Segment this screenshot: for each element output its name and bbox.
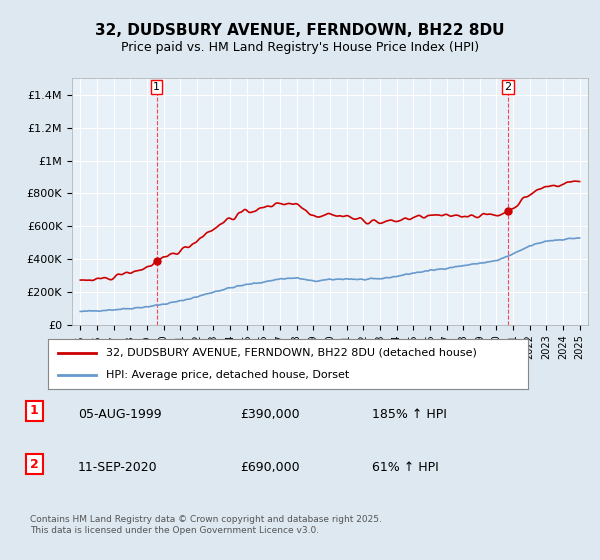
Text: £390,000: £390,000 bbox=[240, 408, 299, 421]
Text: 32, DUDSBURY AVENUE, FERNDOWN, BH22 8DU: 32, DUDSBURY AVENUE, FERNDOWN, BH22 8DU bbox=[95, 24, 505, 38]
Text: HPI: Average price, detached house, Dorset: HPI: Average price, detached house, Dors… bbox=[106, 370, 349, 380]
Text: 1: 1 bbox=[30, 404, 39, 417]
Text: 32, DUDSBURY AVENUE, FERNDOWN, BH22 8DU (detached house): 32, DUDSBURY AVENUE, FERNDOWN, BH22 8DU … bbox=[106, 348, 476, 358]
Text: Contains HM Land Registry data © Crown copyright and database right 2025.
This d: Contains HM Land Registry data © Crown c… bbox=[30, 515, 382, 535]
Text: 2: 2 bbox=[30, 458, 39, 470]
Text: Price paid vs. HM Land Registry's House Price Index (HPI): Price paid vs. HM Land Registry's House … bbox=[121, 41, 479, 54]
Text: 11-SEP-2020: 11-SEP-2020 bbox=[78, 461, 158, 474]
Text: 185% ↑ HPI: 185% ↑ HPI bbox=[372, 408, 447, 421]
Text: £690,000: £690,000 bbox=[240, 461, 299, 474]
Text: 2: 2 bbox=[505, 82, 511, 92]
Text: 61% ↑ HPI: 61% ↑ HPI bbox=[372, 461, 439, 474]
Text: 05-AUG-1999: 05-AUG-1999 bbox=[78, 408, 161, 421]
Text: 1: 1 bbox=[153, 82, 160, 92]
